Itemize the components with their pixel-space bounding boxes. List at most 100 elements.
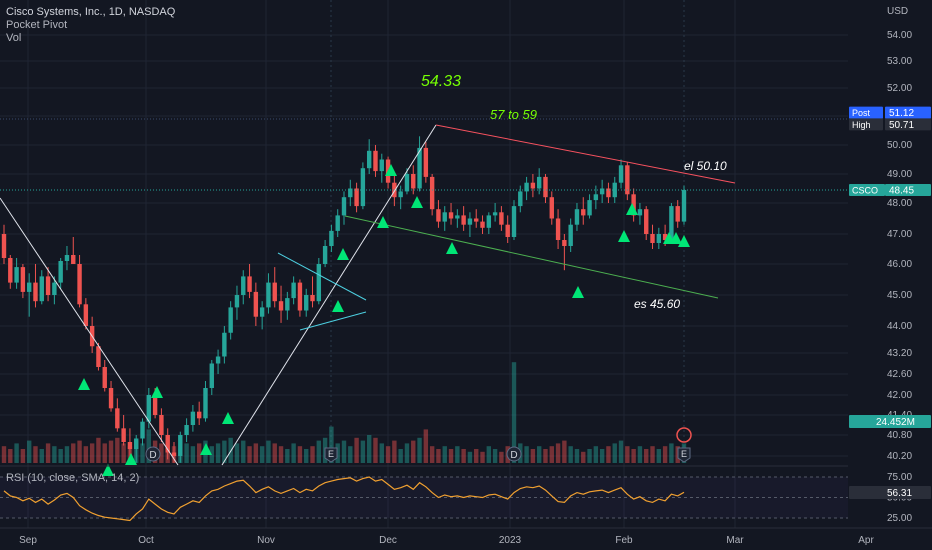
candle-body [64, 255, 70, 261]
candle-body [96, 346, 101, 367]
price-tag-value-bg [885, 183, 931, 196]
volume-bar [259, 446, 265, 463]
volume-bar [234, 443, 240, 463]
volume-bar [404, 443, 410, 463]
annotation-range[interactable]: 57 to 59 [490, 107, 537, 122]
candle-body [637, 209, 643, 216]
dividend-badge-label: D [149, 450, 156, 461]
candle-body [662, 234, 668, 240]
volume-bar [530, 449, 536, 463]
candle-body [140, 421, 145, 439]
candle-body [20, 267, 26, 292]
candle-body [606, 188, 611, 198]
volume-bar [121, 443, 126, 463]
volume-bar [467, 451, 473, 463]
candle-body [71, 255, 76, 264]
volume-bar [656, 449, 662, 463]
volume-bar [474, 449, 479, 463]
candle-body [543, 176, 548, 198]
volume-bar [58, 449, 63, 463]
volume-bar [631, 449, 636, 463]
price-tick-label: 45.00 [887, 290, 912, 301]
volume-bar [146, 429, 152, 463]
candle-body [474, 218, 479, 222]
candle-body [165, 435, 170, 453]
time-axis[interactable]: Sep Oct Nov Dec 2023 Feb Mar Apr [0, 527, 932, 550]
volume-bar [549, 446, 554, 463]
candle-body [247, 276, 252, 292]
candle-body [631, 194, 636, 216]
price-tick-label: 50.00 [887, 140, 912, 151]
pocket-pivot-marker [446, 242, 458, 254]
volume-bar [373, 437, 378, 463]
price-axis[interactable]: 54.0053.0052.0051.0050.0049.0048.0047.00… [848, 0, 932, 550]
candle-body [423, 147, 429, 177]
indicator-pocket-pivot[interactable]: Pocket Pivot [6, 19, 68, 31]
candle-body [593, 194, 599, 201]
candle-body [190, 411, 196, 425]
price-tick-label: 46.00 [887, 259, 912, 270]
price-tag-value: 50.71 [889, 120, 914, 131]
pocket-pivot-marker [377, 216, 389, 228]
volume-bar [8, 449, 13, 463]
candle-body [14, 267, 19, 283]
dividend-badge [506, 446, 522, 462]
volume-bar [140, 443, 145, 463]
candle-body [241, 276, 246, 295]
price-tick-label: 40.20 [887, 451, 912, 462]
candle-body [259, 307, 265, 317]
rsi-legend[interactable]: RSI (10, close, SMA, 14, 2) [6, 472, 140, 484]
candle-body [26, 282, 32, 292]
volume-bar [39, 449, 44, 463]
candle-body [348, 188, 353, 198]
candle-body [335, 215, 340, 231]
annotation-resistance[interactable]: el 50.10 [684, 159, 727, 173]
candle-body [58, 261, 63, 283]
volume-bar [593, 446, 599, 463]
candle-body [278, 301, 284, 311]
volume-bar [581, 451, 586, 463]
event-badges[interactable]: D DE E [145, 427, 692, 463]
candle-body [442, 212, 447, 222]
volume-bar [461, 449, 466, 463]
volume-bar [266, 440, 271, 463]
annotation-target[interactable]: 54.33 [421, 73, 461, 90]
time-tick-label: Feb [615, 535, 633, 546]
volume-tag-bg [849, 415, 931, 428]
volume-bar [52, 446, 57, 463]
candle-body [524, 182, 529, 192]
time-tick-label: Nov [257, 535, 275, 546]
candle-body [511, 206, 517, 237]
candle-body [379, 159, 384, 172]
trendline-drawings[interactable] [0, 118, 848, 466]
volume-bar [1, 446, 7, 463]
time-tick-label: Sep [19, 535, 37, 546]
pocket-pivot-markers [78, 164, 690, 476]
volume-bar [385, 446, 391, 463]
chart-legend: Cisco Systems, Inc., 1D, NASDAQ Pocket P… [6, 6, 175, 45]
indicator-volume[interactable]: Vol [6, 32, 22, 44]
symbol-title[interactable]: Cisco Systems, Inc., 1D, NASDAQ [6, 6, 176, 18]
time-tick-label: Oct [138, 535, 154, 546]
currency-label: USD [887, 6, 908, 17]
price-tick-label: 52.00 [887, 83, 912, 94]
candle-body [354, 188, 359, 207]
candle-body [134, 438, 139, 449]
annotation-support[interactable]: es 45.60 [634, 297, 680, 311]
volume-bar [455, 446, 460, 463]
price-tag-label-bg [849, 106, 883, 119]
price-tick-label: 42.60 [887, 369, 912, 380]
price-tick-label: 53.00 [887, 56, 912, 67]
volume-bar [429, 446, 435, 463]
volume-bar [272, 443, 277, 463]
candle-body [215, 356, 221, 364]
candle-body [304, 295, 309, 311]
candle-body [581, 209, 586, 216]
price-tag-value-bg [885, 118, 931, 131]
rsi-tick-label: 75.00 [887, 472, 912, 483]
price-tags: Post 51.12 High 50.71 CSCO 48.45 24.452M 56.31 [0, 106, 931, 499]
volume-bar [392, 440, 397, 463]
price-tag-value-bg [885, 106, 931, 119]
